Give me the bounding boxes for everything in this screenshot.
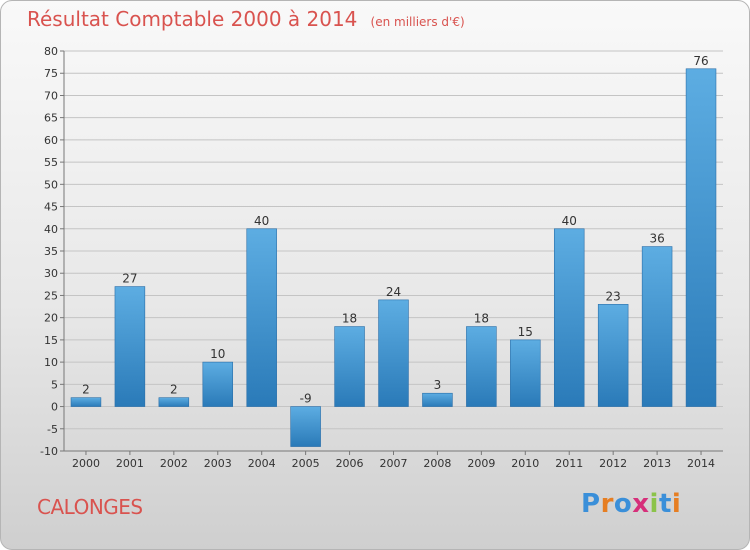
y-tick-label: -10 (40, 445, 58, 458)
y-tick-label: 65 (44, 112, 58, 125)
y-tick-label: 30 (44, 267, 58, 280)
bar (246, 228, 277, 407)
bar (378, 299, 409, 407)
title-row: Résultat Comptable 2000 à 2014 (en milli… (27, 7, 465, 31)
x-tick-label: 2002 (160, 457, 188, 470)
data-label: -9 (300, 392, 312, 406)
x-tick-label: 2011 (555, 457, 583, 470)
bar (422, 392, 453, 407)
y-tick-label: 20 (44, 312, 58, 325)
data-label: 27 (122, 272, 137, 286)
bar (466, 326, 497, 407)
x-tick-label: 2006 (336, 457, 364, 470)
data-label: 15 (518, 325, 533, 339)
data-label: 24 (386, 285, 401, 299)
x-tick-label: 2007 (380, 457, 408, 470)
y-tick-label: 35 (44, 245, 58, 258)
logo-letter: t (658, 489, 672, 519)
y-tick-label: 75 (44, 67, 58, 80)
x-tick-label: 2014 (687, 457, 715, 470)
data-label: 40 (254, 214, 269, 228)
logo-letter: x (632, 489, 650, 519)
y-tick-label: 10 (44, 356, 58, 369)
bar (202, 361, 234, 407)
x-tick-label: 2012 (599, 457, 627, 470)
y-tick-label: 0 (51, 401, 58, 414)
bar (597, 304, 629, 407)
bar (510, 339, 541, 407)
logo-letter: P (581, 489, 601, 519)
x-tick-label: 2005 (292, 457, 320, 470)
bar (70, 397, 102, 407)
data-label: 18 (474, 312, 489, 326)
data-label: 3 (434, 378, 442, 392)
data-label: 2 (82, 383, 90, 397)
bar (685, 68, 717, 407)
logo-letter: i (671, 489, 682, 519)
bar (158, 397, 190, 407)
x-tick-label: 2010 (511, 457, 539, 470)
x-tick-label: 2003 (204, 457, 232, 470)
data-label: 10 (210, 347, 225, 361)
x-tick-label: 2001 (116, 457, 144, 470)
y-tick-label: -5 (47, 423, 58, 436)
proxiti-logo: Proxiti (581, 489, 681, 519)
y-tick-label: 5 (51, 378, 58, 391)
y-tick-label: 80 (44, 45, 58, 58)
x-tick-label: 2013 (643, 457, 671, 470)
x-tick-label: 2004 (248, 457, 276, 470)
data-label: 2 (170, 383, 178, 397)
y-tick-label: 55 (44, 156, 58, 169)
bar (641, 246, 673, 407)
bar (290, 406, 321, 447)
chart-title: Résultat Comptable 2000 à 2014 (27, 7, 358, 31)
bar (114, 286, 146, 407)
y-tick-label: 40 (44, 223, 58, 236)
y-tick-label: 25 (44, 289, 58, 302)
data-label: 23 (606, 289, 621, 303)
y-tick-label: 70 (44, 89, 58, 102)
y-tick-label: 15 (44, 334, 58, 347)
x-tick-label: 2009 (467, 457, 495, 470)
logo-letter: i (649, 489, 659, 519)
bar (553, 228, 585, 407)
logo-letter: r (600, 489, 614, 519)
data-label: 76 (693, 54, 708, 68)
y-tick-label: 60 (44, 134, 58, 147)
data-label: 36 (649, 232, 664, 246)
x-tick-label: 2008 (423, 457, 451, 470)
y-tick-label: 45 (44, 201, 58, 214)
chart-subtitle: (en milliers d'€) (370, 15, 465, 29)
x-tick-label: 2000 (72, 457, 100, 470)
commune-name: CALONGES (37, 495, 143, 519)
bar (334, 326, 365, 407)
data-label: 40 (562, 214, 577, 228)
logo-letter: o (613, 489, 633, 519)
y-tick-label: 50 (44, 178, 58, 191)
data-label: 18 (342, 312, 357, 326)
